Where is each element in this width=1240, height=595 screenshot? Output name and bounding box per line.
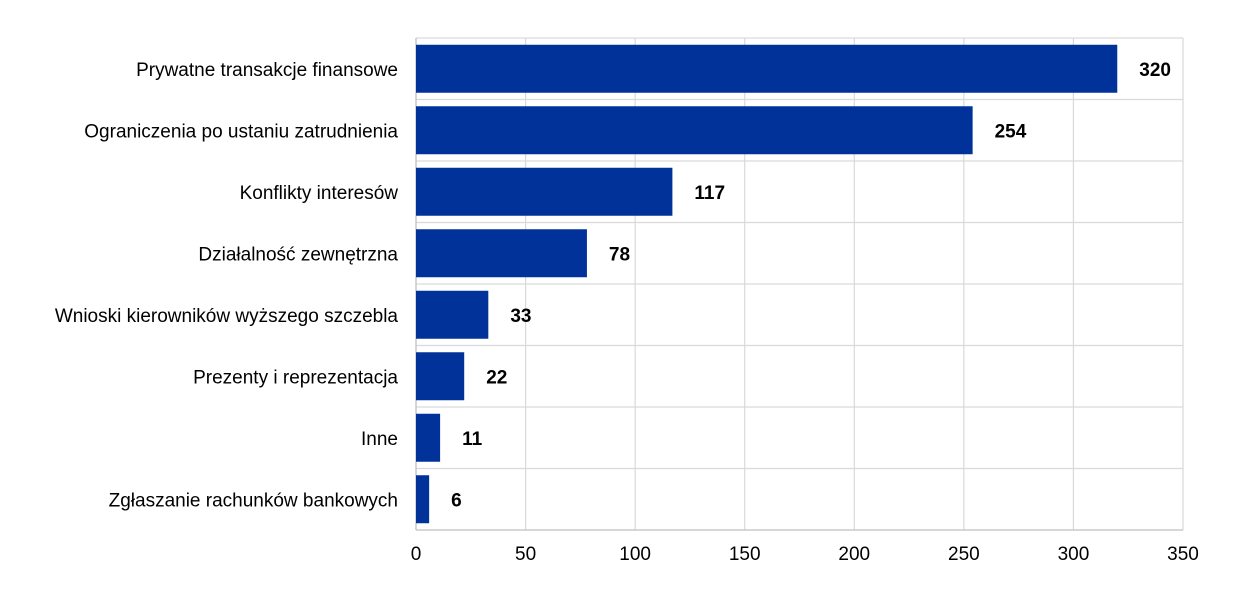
value-labels: 320 254 117 78 33 22 11 6 (451, 60, 1171, 512)
x-tick-label: 100 (619, 544, 651, 565)
bar (416, 229, 587, 278)
x-tick-label: 350 (1167, 544, 1199, 565)
x-tick-label: 300 (1058, 544, 1090, 565)
bar (416, 413, 441, 462)
bars (416, 44, 1118, 524)
category-label: Prywatne transakcje finansowe (136, 60, 398, 81)
bar (416, 167, 673, 216)
bar-value-label: 320 (1139, 60, 1171, 81)
bar-value-label: 78 (609, 244, 630, 265)
category-label: Zgłaszanie rachunków bankowych (109, 490, 398, 511)
x-tick-label: 50 (515, 544, 536, 565)
bar (416, 44, 1118, 93)
category-labels: Prywatne transakcje finansowe Ograniczeni… (55, 60, 399, 512)
bar (416, 290, 489, 339)
bar-value-label: 11 (462, 429, 483, 450)
bar (416, 352, 465, 401)
category-label: Inne (361, 429, 398, 450)
bar-value-label: 6 (451, 490, 462, 511)
bar-value-label: 33 (510, 306, 531, 327)
bar (416, 106, 973, 155)
category-label: Wnioski kierowników wyższego szczebla (55, 306, 399, 327)
category-label: Konflikty interesów (240, 183, 399, 204)
category-label: Prezenty i reprezentacja (193, 367, 398, 388)
x-tick-label: 0 (411, 544, 422, 565)
bar-value-label: 22 (486, 367, 507, 388)
x-axis-ticks: 0 50 100 150 200 250 300 350 (411, 544, 1199, 565)
bar-value-label: 254 (995, 121, 1027, 142)
bar-value-label: 117 (694, 183, 725, 204)
x-tick-label: 250 (948, 544, 980, 565)
x-tick-label: 200 (838, 544, 870, 565)
x-tick-label: 150 (729, 544, 761, 565)
category-label: Działalność zewnętrzna (198, 244, 398, 265)
category-label: Ograniczenia po ustaniu zatrudnienia (84, 121, 398, 142)
bar (416, 475, 430, 524)
